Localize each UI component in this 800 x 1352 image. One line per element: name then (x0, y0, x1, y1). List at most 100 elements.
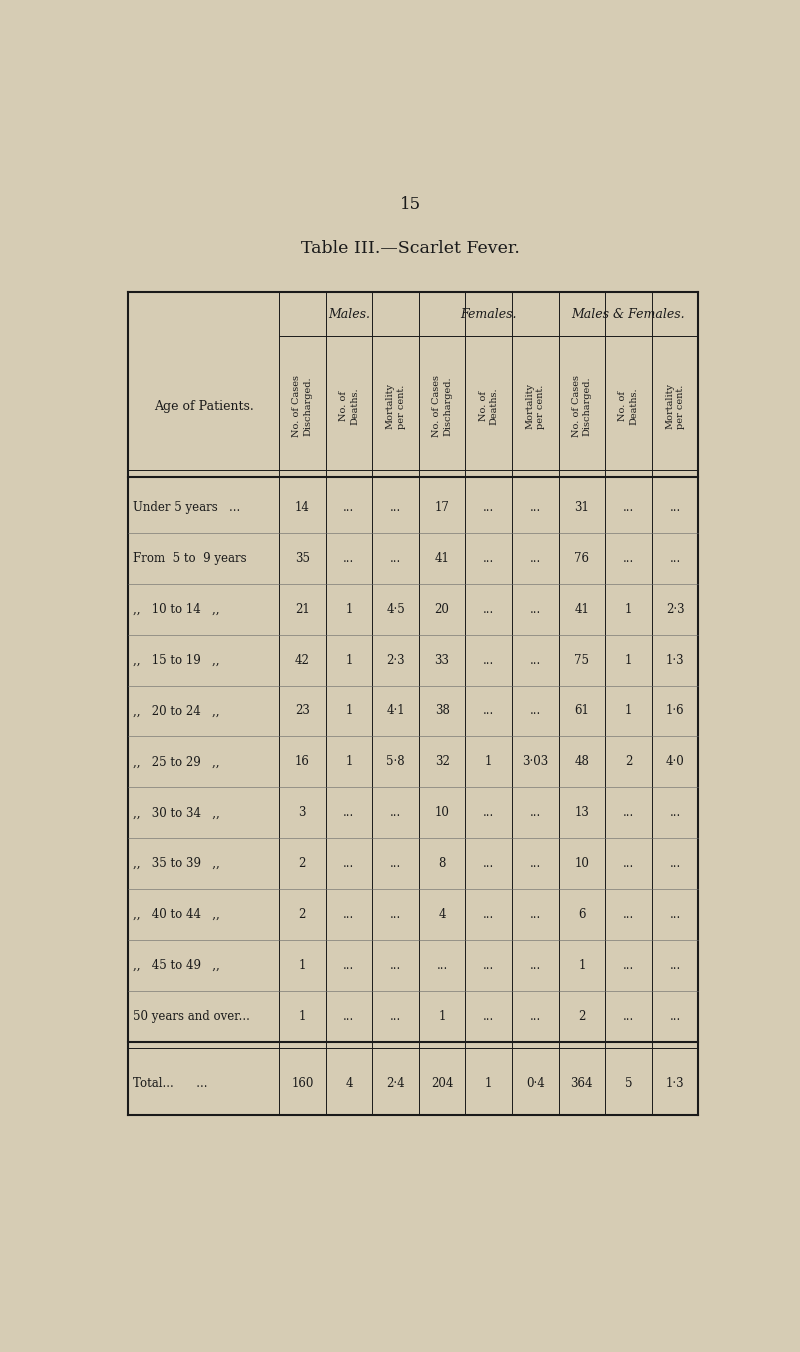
Text: ...: ... (530, 959, 541, 972)
Text: 42: 42 (295, 653, 310, 667)
Text: ,,   45 to 49   ,,: ,, 45 to 49 ,, (133, 959, 220, 972)
Text: 1: 1 (625, 704, 632, 718)
Text: 15: 15 (399, 196, 421, 212)
Text: 2·3: 2·3 (666, 603, 684, 615)
Text: ...: ... (530, 857, 541, 871)
Text: 8: 8 (438, 857, 446, 871)
Text: 1: 1 (578, 959, 586, 972)
Text: ...: ... (437, 959, 448, 972)
Text: Age of Patients.: Age of Patients. (154, 400, 254, 412)
Text: ...: ... (530, 653, 541, 667)
Text: ...: ... (483, 909, 494, 921)
Text: 10: 10 (574, 857, 590, 871)
Text: 1: 1 (346, 756, 353, 768)
Text: ...: ... (483, 552, 494, 565)
Text: ...: ... (670, 857, 681, 871)
Text: 1: 1 (346, 653, 353, 667)
Text: 23: 23 (295, 704, 310, 718)
Text: 31: 31 (574, 500, 590, 514)
Text: 1: 1 (625, 603, 632, 615)
Text: ...: ... (343, 909, 354, 921)
Text: 1: 1 (438, 1010, 446, 1023)
Text: 1·3: 1·3 (666, 653, 684, 667)
Text: ...: ... (670, 909, 681, 921)
Text: 4: 4 (438, 909, 446, 921)
Text: ,,   20 to 24   ,,: ,, 20 to 24 ,, (133, 704, 219, 718)
Text: ...: ... (483, 959, 494, 972)
Text: 2: 2 (625, 756, 632, 768)
Text: ...: ... (483, 806, 494, 819)
Text: Total...      ...: Total... ... (133, 1078, 207, 1090)
Text: ...: ... (390, 909, 401, 921)
Text: ...: ... (483, 857, 494, 871)
Text: From  5 to  9 years: From 5 to 9 years (133, 552, 246, 565)
Text: ,,   15 to 19   ,,: ,, 15 to 19 ,, (133, 653, 219, 667)
Text: ...: ... (530, 603, 541, 615)
Text: 3·03: 3·03 (522, 756, 548, 768)
Text: 1·6: 1·6 (666, 704, 684, 718)
Text: 13: 13 (574, 806, 590, 819)
Text: 4·5: 4·5 (386, 603, 405, 615)
Text: 1: 1 (346, 704, 353, 718)
Text: 4·1: 4·1 (386, 704, 405, 718)
Text: 10: 10 (434, 806, 450, 819)
Text: ...: ... (670, 1010, 681, 1023)
Text: Males.: Males. (328, 308, 370, 320)
Text: 21: 21 (295, 603, 310, 615)
Text: ,,   10 to 14   ,,: ,, 10 to 14 ,, (133, 603, 219, 615)
Text: 1: 1 (298, 959, 306, 972)
Text: ...: ... (623, 1010, 634, 1023)
Text: 33: 33 (434, 653, 450, 667)
Text: 2: 2 (298, 909, 306, 921)
Text: Mortality
per cent.: Mortality per cent. (386, 384, 406, 430)
Text: 76: 76 (574, 552, 590, 565)
Text: 75: 75 (574, 653, 590, 667)
Text: ...: ... (343, 959, 354, 972)
Text: ...: ... (530, 704, 541, 718)
Text: 41: 41 (434, 552, 450, 565)
Text: 35: 35 (295, 552, 310, 565)
Text: 48: 48 (574, 756, 590, 768)
Text: ...: ... (343, 500, 354, 514)
Text: Males & Females.: Males & Females. (572, 308, 686, 320)
Text: ...: ... (483, 1010, 494, 1023)
Text: 204: 204 (431, 1078, 454, 1090)
Text: No. of Cases
Discharged.: No. of Cases Discharged. (432, 376, 452, 437)
Text: ...: ... (483, 704, 494, 718)
Text: ...: ... (530, 552, 541, 565)
Text: 364: 364 (570, 1078, 593, 1090)
Text: 1: 1 (346, 603, 353, 615)
Text: Mortality
per cent.: Mortality per cent. (526, 384, 546, 430)
Text: ...: ... (670, 959, 681, 972)
Text: 32: 32 (434, 756, 450, 768)
Text: ...: ... (623, 857, 634, 871)
Text: 2·3: 2·3 (386, 653, 405, 667)
Text: No. of
Deaths.: No. of Deaths. (478, 388, 498, 425)
Text: ...: ... (390, 959, 401, 972)
Text: ...: ... (530, 909, 541, 921)
Text: 61: 61 (574, 704, 590, 718)
Text: 38: 38 (434, 704, 450, 718)
Text: 1: 1 (298, 1010, 306, 1023)
Text: ...: ... (483, 603, 494, 615)
Text: 14: 14 (295, 500, 310, 514)
Text: No. of Cases
Discharged.: No. of Cases Discharged. (292, 376, 312, 437)
Text: ...: ... (343, 857, 354, 871)
Text: ...: ... (390, 552, 401, 565)
Text: 3: 3 (298, 806, 306, 819)
Text: 16: 16 (295, 756, 310, 768)
Text: 2: 2 (298, 857, 306, 871)
Text: ...: ... (343, 1010, 354, 1023)
Text: 1: 1 (485, 756, 492, 768)
Text: No. of Cases
Discharged.: No. of Cases Discharged. (572, 376, 592, 437)
Text: ...: ... (343, 806, 354, 819)
Text: 5·8: 5·8 (386, 756, 405, 768)
Text: ,,   40 to 44   ,,: ,, 40 to 44 ,, (133, 909, 220, 921)
Text: ...: ... (390, 500, 401, 514)
Text: 4·0: 4·0 (666, 756, 684, 768)
Text: ,,   25 to 29   ,,: ,, 25 to 29 ,, (133, 756, 219, 768)
Text: ,,   30 to 34   ,,: ,, 30 to 34 ,, (133, 806, 220, 819)
Text: 1: 1 (485, 1078, 492, 1090)
Text: 50 years and over...: 50 years and over... (133, 1010, 250, 1023)
Text: 20: 20 (434, 603, 450, 615)
